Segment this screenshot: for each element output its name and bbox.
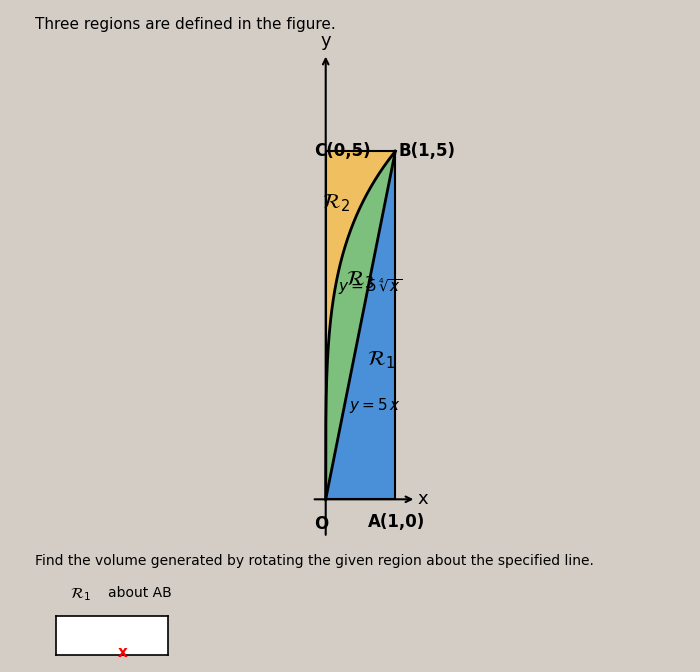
Text: x: x bbox=[118, 645, 127, 660]
Polygon shape bbox=[326, 151, 395, 499]
Text: $\mathcal{R}_3$: $\mathcal{R}_3$ bbox=[346, 269, 374, 291]
Text: $\mathcal{R}_2$: $\mathcal{R}_2$ bbox=[322, 193, 350, 214]
Text: $\mathcal{R}_1$: $\mathcal{R}_1$ bbox=[70, 586, 91, 603]
Text: B(1,5): B(1,5) bbox=[398, 142, 455, 160]
Text: O: O bbox=[314, 515, 328, 533]
Polygon shape bbox=[326, 151, 395, 499]
Text: y: y bbox=[321, 32, 331, 50]
Text: A(1,0): A(1,0) bbox=[368, 513, 426, 532]
Text: x: x bbox=[418, 491, 428, 508]
Text: C(0,5): C(0,5) bbox=[314, 142, 371, 160]
Text: Find the volume generated by rotating the given region about the specified line.: Find the volume generated by rotating th… bbox=[35, 554, 594, 569]
Text: $y = 5\,\sqrt[4]{x}$: $y = 5\,\sqrt[4]{x}$ bbox=[337, 277, 402, 297]
Text: Three regions are defined in the figure.: Three regions are defined in the figure. bbox=[35, 17, 336, 32]
Polygon shape bbox=[326, 151, 395, 499]
Text: about AB: about AB bbox=[108, 586, 172, 600]
Text: $\mathcal{R}_1$: $\mathcal{R}_1$ bbox=[368, 349, 395, 371]
Text: $y = 5\,x$: $y = 5\,x$ bbox=[349, 396, 400, 415]
